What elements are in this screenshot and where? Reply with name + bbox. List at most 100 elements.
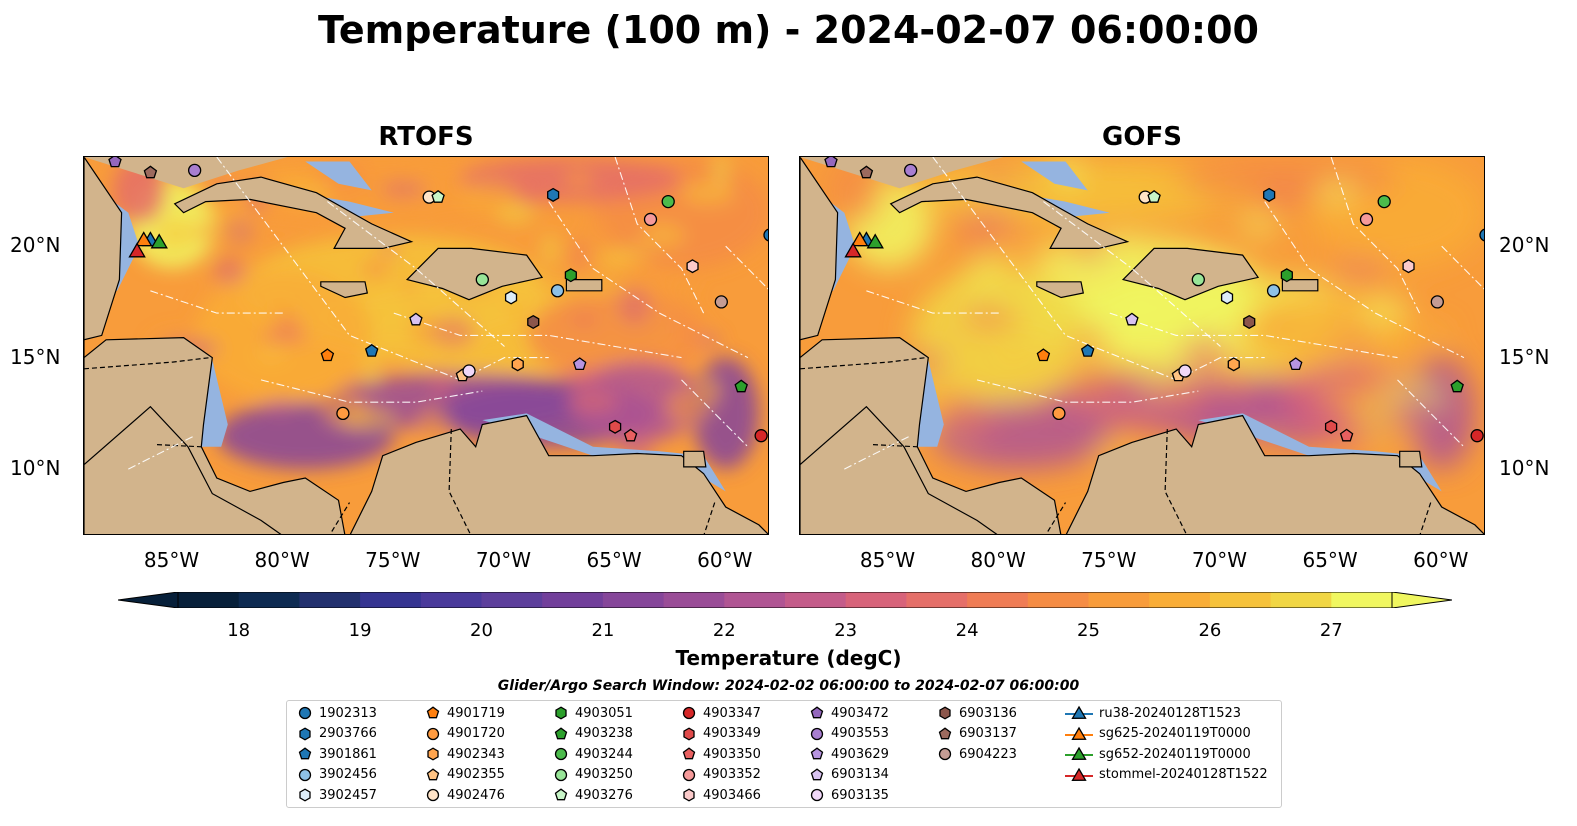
float-marker-3902456	[550, 284, 565, 298]
legend-marker-6903135	[810, 788, 824, 802]
legend-item-4903472: 4903472	[809, 705, 889, 721]
shelf-bahamas	[305, 161, 372, 191]
float-marker-4901719	[320, 348, 335, 362]
legend-label: 4903250	[575, 767, 633, 782]
map-svg	[800, 157, 1484, 534]
float-marker-3902457	[504, 290, 518, 305]
legend-marker	[426, 767, 440, 780]
colorbar-bin	[1331, 592, 1393, 608]
legend-item-4903629: 4903629	[809, 746, 889, 762]
legend-item-4902476: 4902476	[425, 787, 505, 803]
glider-marker-stommel-20240128T1522	[128, 242, 146, 258]
legend-marker	[554, 726, 568, 739]
legend-item-3902457: 3902457	[297, 787, 377, 803]
legend-marker-4903276	[554, 788, 568, 801]
y-tick-label: 10°N	[1499, 456, 1550, 481]
float-marker-4903472	[108, 157, 122, 168]
float-marker-4901720	[336, 406, 350, 421]
x-tick-label: 60°W	[697, 548, 753, 572]
legend-marker	[938, 747, 952, 761]
float-marker-4903472	[824, 157, 838, 168]
legend-marker	[682, 706, 696, 720]
colorbar-bin	[1088, 592, 1150, 608]
legend-item-4903347: 4903347	[681, 705, 761, 721]
float-marker-6903137	[859, 165, 874, 179]
float-marker-3901861	[1080, 343, 1095, 357]
legend-item-sg625-20240119T0000: sg625-20240119T0000	[1065, 726, 1251, 742]
legend-label: 4903472	[831, 705, 889, 721]
legend-marker-4902476	[426, 788, 440, 802]
legend-marker-sg625-20240119T0000	[1071, 726, 1087, 740]
legend-marker-1902313	[298, 706, 312, 720]
legend-marker-4903352	[682, 768, 696, 781]
legend-label: 4901719	[447, 705, 505, 721]
legend-marker-3902456	[298, 768, 312, 781]
legend-label: 1902313	[319, 705, 377, 721]
legend-item-4902355: 4902355	[425, 767, 505, 783]
float-marker-1902313	[763, 228, 768, 242]
shelf-venezuela	[482, 413, 726, 492]
legend-item-3902456: 3902456	[297, 767, 377, 783]
eez-boundary	[1043, 201, 1221, 347]
float-marker-4903553	[187, 163, 202, 178]
colorbar-tick-label: 22	[712, 620, 736, 641]
colorbar-bin	[967, 592, 1029, 608]
x-tick-label: 60°W	[1413, 548, 1469, 572]
float-marker-4903250	[1191, 272, 1205, 287]
land-gulf-edge	[84, 157, 288, 189]
glider-marker-sg652-20240119T0000	[150, 233, 168, 249]
float-marker-6903134	[1125, 312, 1139, 326]
search-window-text: Glider/Argo Search Window: 2024-02-02 06…	[497, 678, 1080, 694]
land-jamaica	[1036, 281, 1085, 299]
x-tick-label: 85°W	[143, 548, 200, 572]
eez-boundary	[1330, 157, 1421, 314]
legend-marker	[426, 727, 440, 740]
legend-item-4903349: 4903349	[681, 726, 761, 742]
legend-marker-4901720	[426, 727, 440, 740]
colorbar-tick-label: 23	[834, 620, 858, 641]
x-tick-label: 75°W	[365, 548, 421, 572]
legend-marker-4903051	[555, 706, 567, 720]
eez-boundary	[548, 201, 749, 359]
legend-marker	[554, 788, 568, 801]
colorbar-bin	[1270, 592, 1332, 608]
y-tick-label: 10°N	[10, 456, 61, 481]
legend-item-4902343: 4902343	[425, 746, 505, 762]
legend-marker	[682, 747, 696, 760]
float-marker-3902457	[1220, 290, 1234, 305]
legend-label: 4903350	[703, 746, 761, 762]
land-cuba	[173, 176, 414, 250]
legend-label: 4902476	[447, 787, 505, 803]
legend-label: 3901861	[319, 746, 377, 762]
x-tick-label: 65°W	[1302, 548, 1358, 572]
legend-marker-2903766	[299, 726, 311, 741]
colorbar-bin	[299, 592, 361, 608]
colorbar-extend-low	[117, 591, 179, 609]
float-marker-4903347	[754, 429, 768, 443]
y-tick-label: 15°N	[10, 344, 61, 369]
float-marker-1902313	[1479, 228, 1484, 242]
float-marker-4903276	[431, 189, 445, 203]
legend-marker	[554, 747, 568, 761]
colorbar-bin	[906, 592, 968, 608]
legend-label: 4903244	[575, 746, 633, 762]
float-marker-6903135	[462, 364, 476, 378]
legend-label: 4901720	[447, 726, 505, 741]
float-marker-4903466	[1402, 259, 1415, 274]
eez-boundary	[128, 435, 195, 470]
colorbar-bin	[1209, 592, 1272, 608]
colorbar-bin	[178, 592, 240, 608]
legend-label: 4903629	[831, 746, 889, 762]
colorbar-bin	[238, 592, 300, 608]
legend-label: 4903466	[703, 787, 761, 803]
x-tick-label: 70°W	[1191, 548, 1248, 572]
border-colombia-venezuela	[448, 428, 471, 534]
border-panama-colombia	[1047, 502, 1067, 532]
float-marker-6904223	[1430, 295, 1444, 309]
float-marker-4902343	[1227, 357, 1240, 372]
legend-marker-4902355	[426, 767, 440, 780]
legend-marker-4903250	[554, 768, 568, 781]
legend-item-4903352: 4903352	[681, 767, 761, 783]
legend-item-2903766: 2903766	[297, 726, 377, 742]
float-marker-6903135	[1178, 364, 1192, 378]
